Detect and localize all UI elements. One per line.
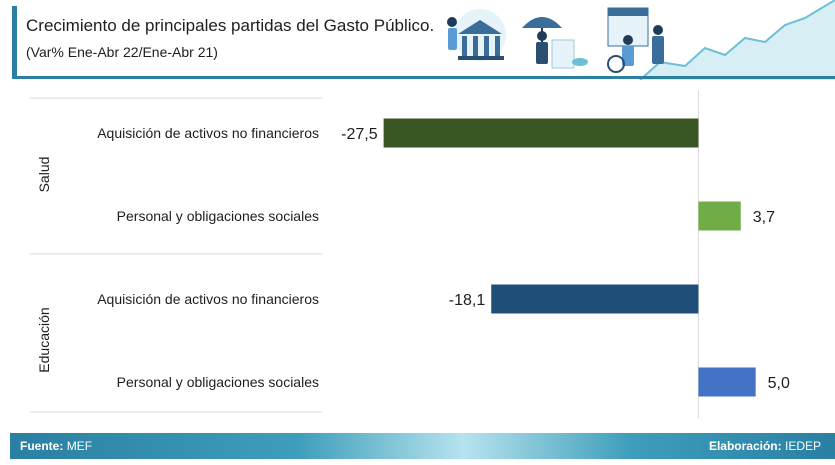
credit-value: IEDEP (784, 439, 821, 453)
header-illustration (447, 0, 835, 80)
header: Crecimiento de principales partidas del … (0, 0, 835, 80)
bank-people-icon (447, 9, 506, 61)
category-label-2: Aquisición de activos no financieros (97, 291, 319, 307)
footer-bar: Fuente: MEF Elaboración: IEDEP (10, 433, 835, 459)
category-label-3: Personal y obligaciones sociales (117, 374, 319, 390)
calendar-people-icon (607, 7, 664, 73)
bar-2 (491, 284, 699, 314)
bar-chart-svg: Salud Educación Aquisición de activos no f… (30, 90, 790, 418)
category-label-1: Personal y obligaciones sociales (117, 208, 319, 224)
data-label-1: 3,7 (753, 209, 775, 226)
header-accent-bar (12, 6, 17, 76)
footer-credit: Elaboración: IEDEP (709, 439, 821, 453)
source-value: MEF (66, 439, 93, 453)
chart-title: Crecimiento de principales partidas del … (26, 16, 435, 35)
category-label-0: Aquisición de activos no financieros (97, 125, 319, 141)
bar-0 (383, 118, 699, 148)
trend-line-icon (639, 0, 835, 80)
credit-label: Elaboración: (708, 439, 782, 453)
group-label-0: Salud (36, 157, 52, 193)
group-label-1: Educación (36, 307, 52, 372)
source-label: Fuente: (20, 439, 64, 453)
data-label-3: 5,0 (768, 375, 790, 392)
bar-1 (698, 201, 741, 231)
umbrella-person-icon (522, 17, 588, 69)
header-divider (12, 76, 835, 79)
bar-3 (698, 367, 756, 397)
footer-source: Fuente: MEF (20, 439, 92, 453)
chart-subtitle: (Var% Ene-Abr 22/Ene-Abr 21) (26, 44, 218, 60)
bar-chart: Salud Educación Aquisición de activos no f… (0, 80, 835, 430)
trend-area-icon (640, 0, 835, 80)
data-label-2: -18,1 (449, 292, 486, 309)
data-label-0: -27,5 (341, 126, 378, 143)
